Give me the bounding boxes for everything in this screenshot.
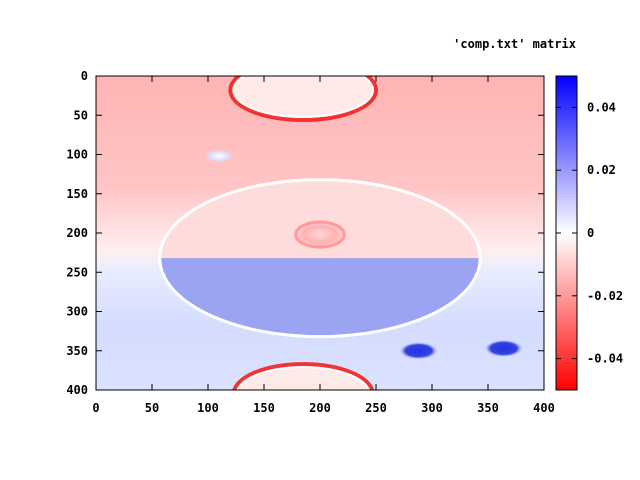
x-tick-label: 300 [421, 401, 443, 415]
key-label: 'comp.txt' matrix [453, 37, 576, 51]
blob-weak-positive [203, 149, 235, 164]
x-tick-label: 350 [477, 401, 499, 415]
blob-positive [399, 342, 438, 360]
lens-lower-half [159, 258, 481, 337]
ring-edge-red [232, 362, 375, 390]
colorbar-tick-label: 0.02 [587, 163, 616, 177]
x-tick-label: 100 [197, 401, 219, 415]
colorbar-tick-label: 0.04 [587, 100, 616, 114]
y-tick-label: 250 [66, 265, 88, 279]
plot-area [96, 76, 544, 390]
ring-interior [230, 76, 376, 120]
colorbar-tick-label: -0.04 [587, 352, 623, 366]
y-tick-label: 200 [66, 226, 88, 240]
colorbar-axis: 0.04 0.02 0 -0.02 -0.04 [556, 100, 623, 366]
y-tick-label: 0 [81, 69, 88, 83]
x-tick-label: 250 [365, 401, 387, 415]
x-tick-label: 0 [92, 401, 99, 415]
y-tick-label: 150 [66, 187, 88, 201]
y-tick-label: 300 [66, 305, 88, 319]
blob-positive [484, 339, 523, 358]
x-tick-label: 400 [533, 401, 555, 415]
colorbar-tick-label: -0.02 [587, 289, 623, 303]
y-tick-label: 50 [74, 108, 88, 122]
y-tick-label: 100 [66, 148, 88, 162]
x-axis: 0 50 100 150 200 250 300 350 400 [92, 76, 555, 415]
colorbar-tick-label: 0 [587, 226, 594, 240]
x-tick-label: 150 [253, 401, 275, 415]
lens-rim [158, 178, 482, 339]
ring-edge-highlight [236, 366, 370, 390]
x-tick-label: 50 [145, 401, 159, 415]
ring-edge-red [228, 76, 378, 122]
y-tick-label: 400 [66, 383, 88, 397]
blob-negative [289, 218, 351, 251]
y-axis: 0 50 100 150 200 250 300 350 400 [66, 69, 544, 397]
ring-edge-highlight [232, 76, 374, 118]
y-tick-label: 350 [66, 344, 88, 358]
blob-negative-rim [294, 220, 346, 249]
heatmap-features [158, 76, 523, 390]
x-tick-label: 200 [309, 401, 331, 415]
